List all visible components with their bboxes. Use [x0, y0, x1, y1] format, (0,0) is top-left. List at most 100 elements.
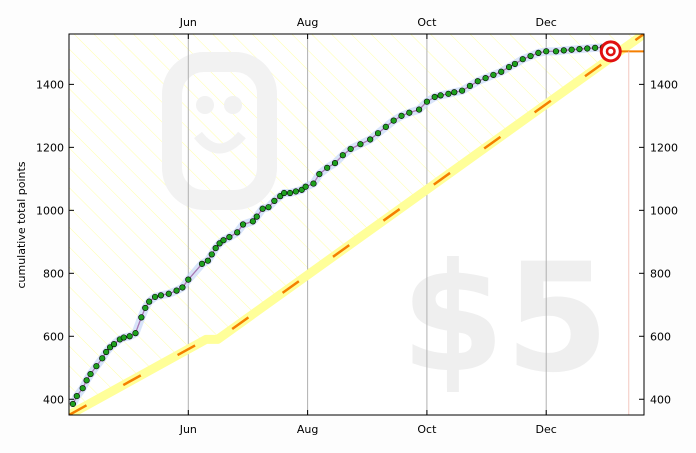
x-tick-label-bottom: Jun [179, 423, 197, 436]
datapoint [249, 218, 256, 225]
datapoint [519, 56, 526, 63]
datapoint [281, 189, 288, 197]
datapoint [592, 44, 599, 51]
road-haze-region [69, 34, 644, 415]
datapoint [151, 293, 159, 301]
x-tick-label-top: Jun [179, 16, 197, 29]
plot-frame [68, 33, 645, 416]
datapoint [292, 188, 299, 195]
datapoint [271, 197, 278, 204]
datapoint [83, 377, 90, 384]
datapoint [482, 74, 489, 82]
datapoint [357, 141, 364, 148]
datapoint [212, 245, 219, 252]
datapoint [310, 180, 317, 187]
datapoint [324, 164, 331, 171]
datapoint [466, 82, 474, 90]
y-tick-label-left: 1000 [36, 204, 64, 217]
datapoint [568, 46, 575, 53]
datapoint [347, 145, 354, 153]
datapoint [79, 385, 86, 392]
y-tick-label-left: 600 [43, 330, 64, 343]
datapoint [437, 92, 444, 99]
datapoint [431, 93, 438, 101]
datapoint [527, 52, 534, 60]
datapoint [286, 189, 294, 197]
datapoint [253, 213, 260, 220]
datapoint [157, 292, 165, 299]
datapoint [73, 393, 80, 400]
datapoint [126, 333, 133, 340]
y-tick-label-left: 800 [43, 267, 64, 280]
datapoint [179, 284, 186, 291]
y-tick-label-left: 1200 [36, 141, 64, 154]
datapoint [445, 90, 452, 97]
y-tick-label-left: 400 [43, 393, 64, 406]
datapoint [374, 130, 382, 137]
datapoint [543, 48, 550, 55]
datapoint [584, 45, 591, 52]
datapoint [265, 204, 272, 211]
datapoint [259, 205, 266, 212]
datapoint [490, 71, 497, 79]
datapoint [110, 341, 118, 348]
x-tick-label-bottom: Dec [536, 423, 557, 436]
datapoint [535, 49, 542, 56]
datapoint [146, 298, 153, 305]
datapoint [316, 171, 323, 178]
datapoint [302, 183, 309, 190]
datapoint [69, 400, 77, 408]
datapoint [93, 363, 100, 370]
datapoint [204, 257, 211, 264]
datapoint [382, 123, 389, 130]
datapoint [474, 78, 481, 85]
datapoint [165, 290, 172, 297]
datapoint [406, 109, 413, 116]
datapoint [331, 159, 339, 167]
datapoint [576, 46, 583, 53]
datapoint [226, 233, 233, 241]
x-tick-label-bottom: Oct [417, 423, 437, 436]
datapoint [132, 330, 139, 337]
datapoint [415, 106, 423, 113]
watermark-text: $5 [401, 232, 610, 406]
goal-bullseye-ring [608, 48, 614, 54]
y-tick-label-right: 600 [650, 330, 671, 343]
y-tick-label-right: 1000 [650, 204, 678, 217]
datapoint [173, 287, 180, 294]
datapoint [142, 304, 149, 312]
y-tick-label-right: 800 [650, 267, 671, 280]
datapoint [552, 48, 560, 55]
datapoint [138, 314, 145, 321]
datapoint [498, 68, 505, 75]
datapoint [99, 355, 106, 362]
datapoint [120, 334, 127, 341]
datapoint [185, 276, 192, 283]
datapoint [220, 237, 227, 244]
y-tick-label-right: 1400 [650, 78, 678, 91]
watermark: $5 [162, 52, 610, 406]
x-tick-label-top: Aug [297, 16, 318, 29]
datapoint [239, 221, 247, 228]
datapoint [398, 112, 405, 119]
datapoint [459, 87, 466, 94]
datapoint [511, 60, 519, 68]
datapoint [505, 63, 513, 71]
y-tick-label-right: 400 [650, 393, 671, 406]
datapoint [390, 117, 397, 124]
y-tick-label-left: 1400 [36, 78, 64, 91]
x-tick-label-bottom: Aug [297, 423, 318, 436]
smiley-icon [162, 52, 277, 210]
datapoint [103, 348, 110, 356]
datapoint [451, 89, 458, 96]
y-tick-label-right: 1200 [650, 141, 678, 154]
datapoint [367, 136, 374, 143]
x-tick-label-top: Dec [536, 16, 557, 29]
road-centerline [69, 34, 644, 415]
datapoint [560, 47, 567, 54]
datapoint [87, 370, 94, 378]
datapoint [208, 251, 215, 258]
datapoint [339, 152, 346, 159]
